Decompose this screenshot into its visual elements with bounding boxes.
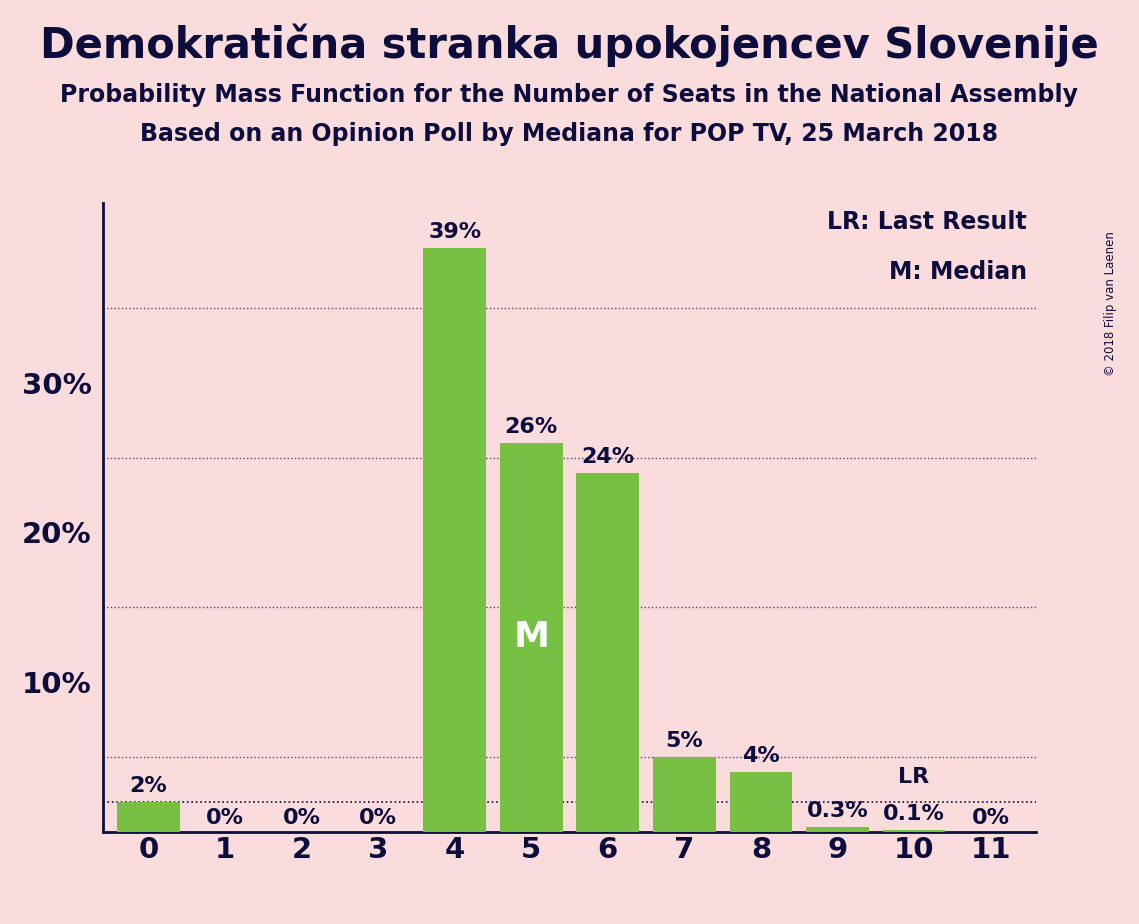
- Bar: [424, 249, 486, 832]
- Text: 0%: 0%: [282, 808, 320, 828]
- Bar: [117, 802, 180, 832]
- Bar: [883, 830, 945, 832]
- Text: 4%: 4%: [741, 746, 780, 766]
- Text: 0%: 0%: [206, 808, 244, 828]
- Text: 2%: 2%: [130, 775, 167, 796]
- Text: 5%: 5%: [665, 731, 703, 751]
- Bar: [576, 472, 639, 832]
- Text: 39%: 39%: [428, 222, 482, 242]
- Text: LR: LR: [899, 767, 929, 786]
- Text: 0.3%: 0.3%: [806, 801, 868, 821]
- Text: LR: Last Result: LR: Last Result: [827, 210, 1027, 234]
- Text: Probability Mass Function for the Number of Seats in the National Assembly: Probability Mass Function for the Number…: [60, 83, 1079, 107]
- Bar: [653, 757, 715, 832]
- Text: Based on an Opinion Poll by Mediana for POP TV, 25 March 2018: Based on an Opinion Poll by Mediana for …: [140, 122, 999, 146]
- Text: 0%: 0%: [972, 808, 1009, 828]
- Text: 24%: 24%: [581, 446, 634, 467]
- Text: Demokratična stranka upokojencev Slovenije: Demokratična stranka upokojencev Sloveni…: [40, 23, 1099, 67]
- Text: 0.1%: 0.1%: [883, 804, 945, 824]
- Text: © 2018 Filip van Laenen: © 2018 Filip van Laenen: [1104, 231, 1117, 376]
- Bar: [806, 827, 869, 832]
- Text: 26%: 26%: [505, 417, 558, 437]
- Bar: [729, 772, 793, 832]
- Text: M: M: [514, 620, 549, 654]
- Text: M: Median: M: Median: [890, 260, 1027, 284]
- Bar: [500, 443, 563, 832]
- Text: 0%: 0%: [359, 808, 398, 828]
